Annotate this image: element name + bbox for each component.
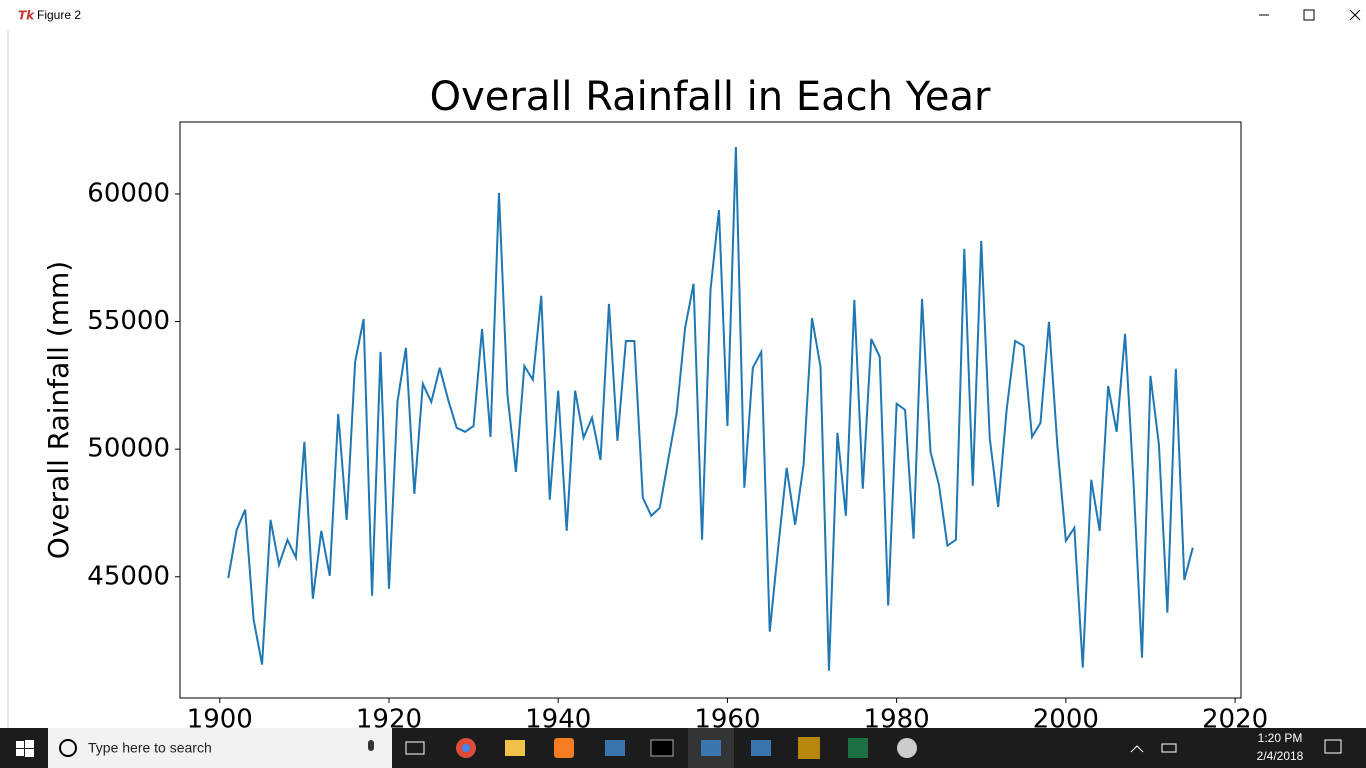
data-line	[227, 146, 1194, 671]
task-view[interactable]	[405, 741, 425, 755]
y-tick-label: 50000	[87, 434, 170, 464]
explorer-icon[interactable]	[505, 740, 525, 756]
excel-icon[interactable]	[848, 738, 868, 758]
app-icon: Tk	[18, 9, 35, 23]
clock-date[interactable]: 2/4/2018	[1257, 749, 1304, 763]
window-title: Figure 2	[37, 8, 81, 22]
maximize-button[interactable]	[1303, 9, 1315, 21]
paint-icon[interactable]	[897, 738, 917, 758]
clock-time[interactable]: 1:20 PM	[1258, 731, 1303, 745]
xampp-icon[interactable]	[554, 738, 574, 758]
battery-icon[interactable]	[1161, 743, 1177, 753]
mic-icon[interactable]	[368, 740, 374, 751]
cmd-icon[interactable]	[650, 739, 674, 757]
y-tick-label: 45000	[87, 561, 170, 591]
search-icon	[59, 739, 77, 757]
search-box[interactable]	[48, 728, 392, 768]
y-tick-label: 60000	[87, 178, 170, 208]
python-idle-icon[interactable]	[701, 740, 721, 756]
y-tick-label: 55000	[87, 306, 170, 336]
dosbox-icon[interactable]	[798, 737, 820, 759]
y-axis-label: Overall Rainfall (mm)	[42, 261, 75, 559]
plot-frame	[179, 121, 1242, 699]
close-button[interactable]	[1349, 9, 1361, 21]
search-placeholder: Type here to search	[88, 740, 212, 756]
python-icon-2[interactable]	[751, 740, 771, 756]
python-icon[interactable]	[605, 740, 625, 756]
notifications[interactable]	[1324, 739, 1342, 754]
start-button[interactable]	[16, 740, 34, 757]
tray-chevron[interactable]	[1130, 745, 1144, 753]
chart-title: Overall Rainfall in Each Year	[430, 74, 991, 120]
title-bar	[0, 0, 1366, 30]
